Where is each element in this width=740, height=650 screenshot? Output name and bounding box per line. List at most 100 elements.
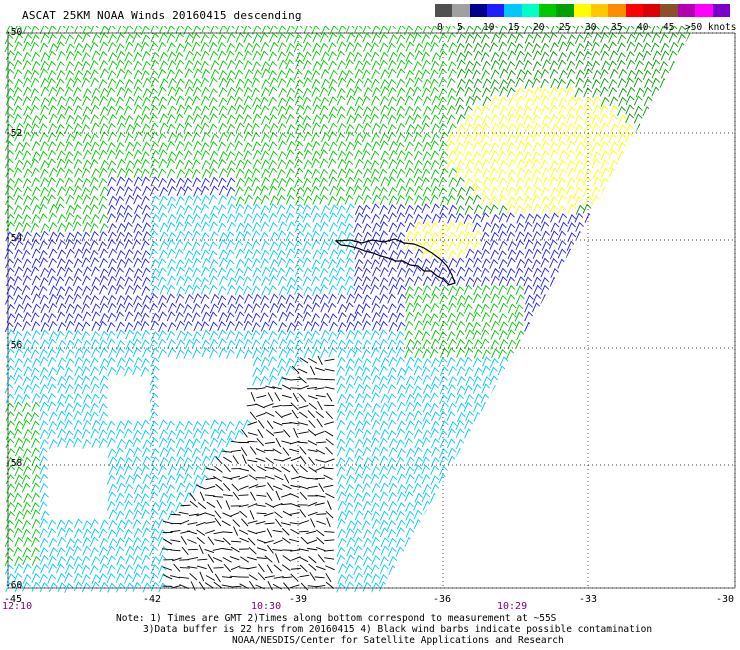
wind-barb <box>405 177 415 188</box>
wind-barb <box>246 403 257 407</box>
wind-barb <box>261 266 271 277</box>
wind-barb <box>180 536 187 545</box>
wind-barb <box>13 367 23 378</box>
wind-barb <box>456 302 466 313</box>
wind-barb <box>498 258 508 269</box>
wind-barb <box>23 492 33 503</box>
wind-barb <box>159 429 168 440</box>
wind-barb <box>210 205 219 216</box>
wind-barb <box>13 204 23 215</box>
wind-barb <box>158 294 167 305</box>
wind-barb <box>72 96 82 107</box>
wind-barb <box>40 104 49 115</box>
wind-barb <box>397 284 407 295</box>
wind-barb <box>540 186 550 197</box>
wind-barb <box>208 77 218 88</box>
wind-barb <box>106 357 116 368</box>
wind-barb <box>149 509 159 520</box>
wind-barb <box>173 563 181 572</box>
wind-barb <box>421 87 431 98</box>
wind-barb <box>276 267 286 278</box>
wind-barb <box>489 195 499 206</box>
wind-barb <box>525 213 534 224</box>
wind-barb <box>329 249 339 260</box>
wind-barb <box>183 221 193 232</box>
wind-barb <box>591 26 600 35</box>
wind-barb <box>39 582 49 593</box>
wind-barb <box>465 311 475 322</box>
wind-barb <box>379 312 388 323</box>
wind-barb <box>252 356 262 367</box>
wind-barb <box>47 77 56 88</box>
wind-barb <box>337 537 347 548</box>
wind-barb <box>421 492 431 503</box>
wind-barb <box>361 204 371 215</box>
wind-barb <box>158 96 168 107</box>
wind-barb <box>404 365 413 376</box>
wind-barb <box>371 528 381 539</box>
wind-barb <box>387 465 396 476</box>
wind-barb <box>353 113 363 124</box>
wind-barb <box>320 68 330 79</box>
wind-barb <box>167 105 177 116</box>
wind-barb <box>294 95 304 106</box>
wind-barb <box>278 114 287 125</box>
wind-barb <box>324 368 335 372</box>
wind-barb <box>431 285 441 296</box>
wind-barb <box>541 213 550 224</box>
wind-barb <box>193 474 203 485</box>
wind-barb <box>39 384 49 395</box>
wind-barb <box>256 547 267 552</box>
wind-barb <box>13 492 22 503</box>
wind-barb <box>116 204 126 215</box>
wind-barb <box>446 331 456 342</box>
wind-barb <box>404 249 413 260</box>
wind-barb <box>345 186 355 197</box>
wind-barb <box>379 338 388 349</box>
wind-barb <box>523 203 533 214</box>
wind-barb <box>214 539 225 543</box>
wind-barb <box>439 277 448 288</box>
time-label-middle: 10:30 <box>251 601 282 612</box>
wind-barb <box>13 294 23 305</box>
wind-barb <box>13 286 22 297</box>
wind-barb <box>430 428 439 439</box>
wind-barb <box>395 177 405 188</box>
wind-barb <box>248 574 258 581</box>
wind-barb <box>540 257 550 268</box>
wind-barb <box>413 464 423 475</box>
wind-barb <box>30 285 40 296</box>
wind-barb <box>48 537 58 548</box>
wind-barb <box>48 113 58 124</box>
wind-barb <box>310 275 320 286</box>
wind-barb <box>413 132 422 143</box>
wind-barb <box>21 474 31 485</box>
wind-barb <box>150 556 160 567</box>
wind-barb <box>515 77 524 88</box>
wind-barb <box>299 393 307 403</box>
wind-barb <box>371 26 381 35</box>
wind-barb <box>575 221 584 232</box>
wind-barb <box>5 231 15 242</box>
wind-barb <box>30 195 39 206</box>
wind-barb <box>56 113 66 124</box>
wind-barb <box>64 294 74 305</box>
wind-barb <box>22 258 32 269</box>
wind-barb <box>566 60 576 71</box>
wind-barb <box>251 240 261 251</box>
wind-barb <box>192 257 202 268</box>
wind-barb <box>47 383 57 394</box>
wind-barb <box>4 249 14 260</box>
wind-barb <box>446 114 456 125</box>
wind-barb <box>40 312 50 323</box>
wind-barb <box>89 222 99 233</box>
wind-barb <box>311 26 320 35</box>
wind-barb <box>99 554 109 565</box>
wind-barb <box>448 257 458 268</box>
wind-barb <box>217 295 227 306</box>
legend-swatch-16 <box>712 4 730 17</box>
wind-barb <box>38 249 48 260</box>
wind-barb <box>312 222 322 233</box>
wind-barb <box>268 159 277 170</box>
wind-barb <box>362 473 372 484</box>
